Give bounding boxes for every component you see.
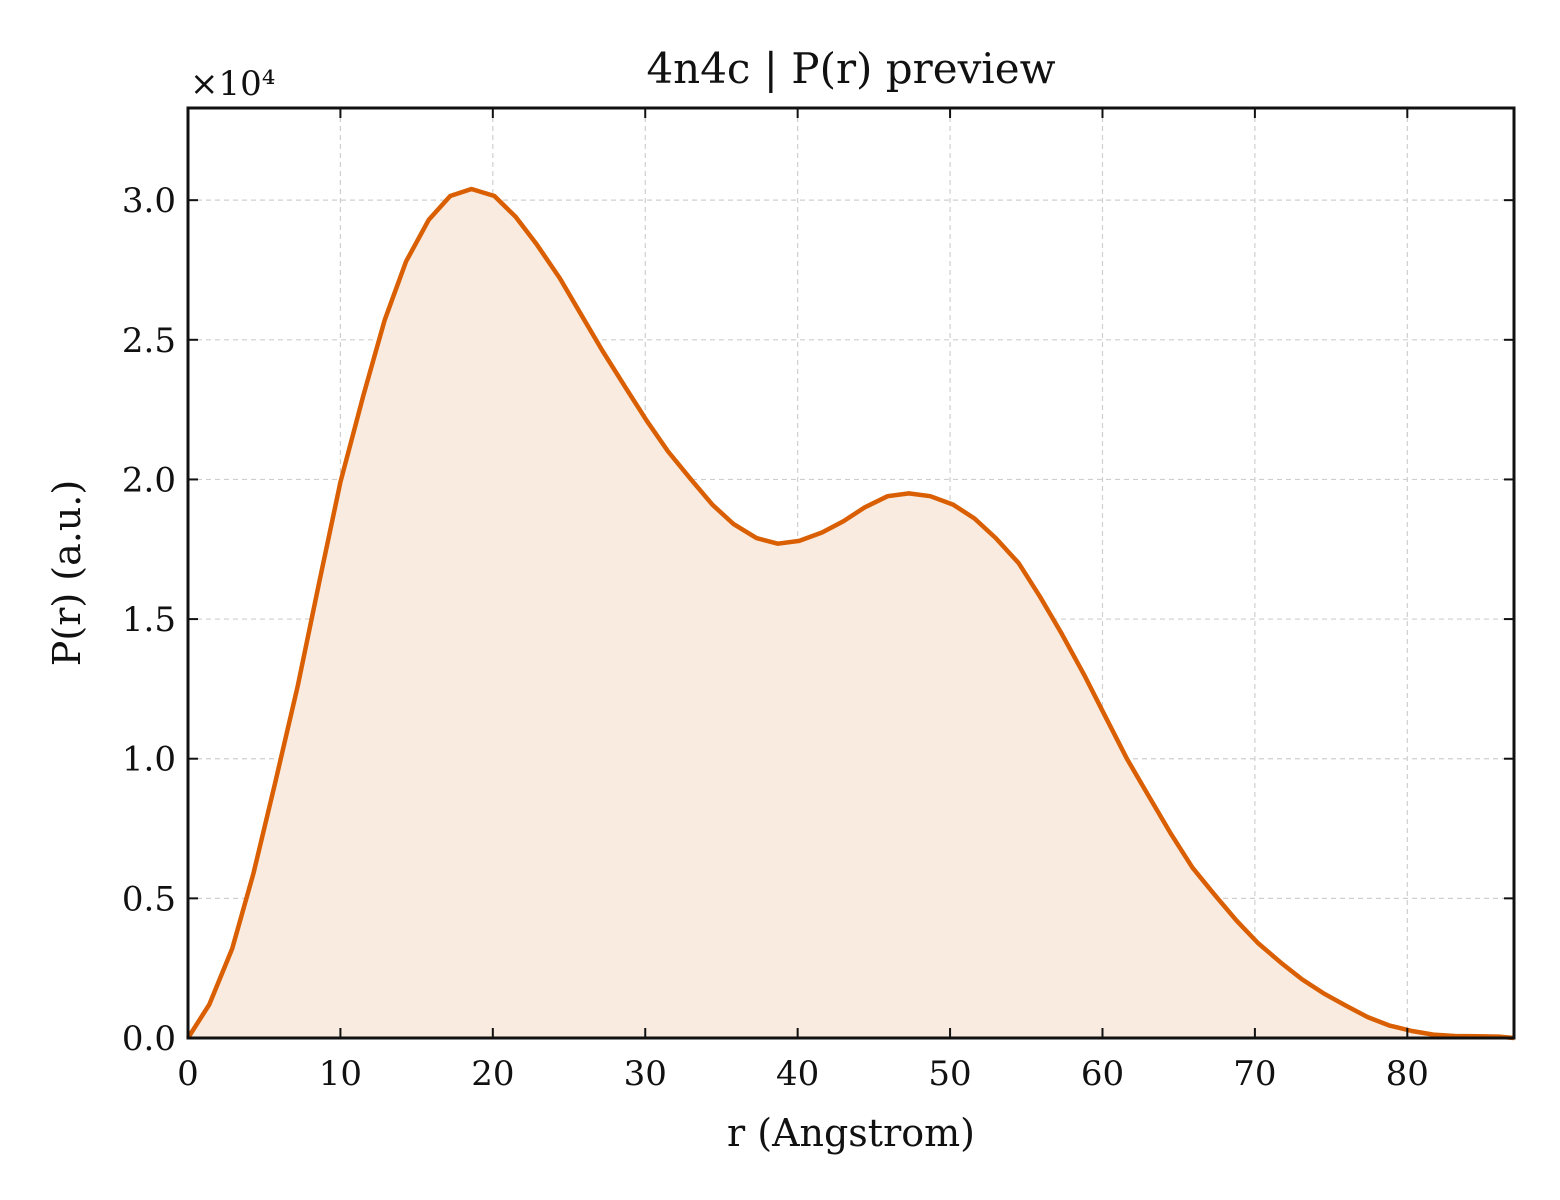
series-area-fill xyxy=(188,189,1514,1038)
x-tick-label: 50 xyxy=(928,1054,971,1094)
y-tick-label: 2.5 xyxy=(122,321,176,361)
chart-title: 4n4c | P(r) preview xyxy=(646,44,1055,93)
x-tick-label: 70 xyxy=(1233,1054,1276,1094)
x-tick-label: 0 xyxy=(177,1054,199,1094)
x-tick-label: 80 xyxy=(1386,1054,1429,1094)
y-axis-offset-text: ×10⁴ xyxy=(190,64,275,104)
x-tick-label: 60 xyxy=(1081,1054,1124,1094)
y-tick-label: 0.5 xyxy=(122,879,176,919)
x-tick-label: 20 xyxy=(471,1054,514,1094)
y-tick-label: 3.0 xyxy=(122,181,176,221)
x-tick-label: 10 xyxy=(319,1054,362,1094)
x-tick-label: 40 xyxy=(776,1054,819,1094)
y-axis-label: P(r) (a.u.) xyxy=(45,480,89,666)
x-tick-label: 30 xyxy=(624,1054,667,1094)
y-tick-label: 1.0 xyxy=(122,740,176,780)
y-tick-label: 0.0 xyxy=(122,1019,176,1059)
axis-ticks: 0 10 20 30 40 50 60 70 80 0.0 0.5 1.0 1.5 2.0 2.5 3.0 xyxy=(122,108,1514,1094)
y-tick-label: 2.0 xyxy=(122,460,176,500)
series-line xyxy=(186,186,1515,1041)
plot-frame xyxy=(186,106,1516,1040)
y-tick-label: 1.5 xyxy=(122,600,176,640)
x-axis-label: r (Angstrom) xyxy=(727,1111,975,1155)
